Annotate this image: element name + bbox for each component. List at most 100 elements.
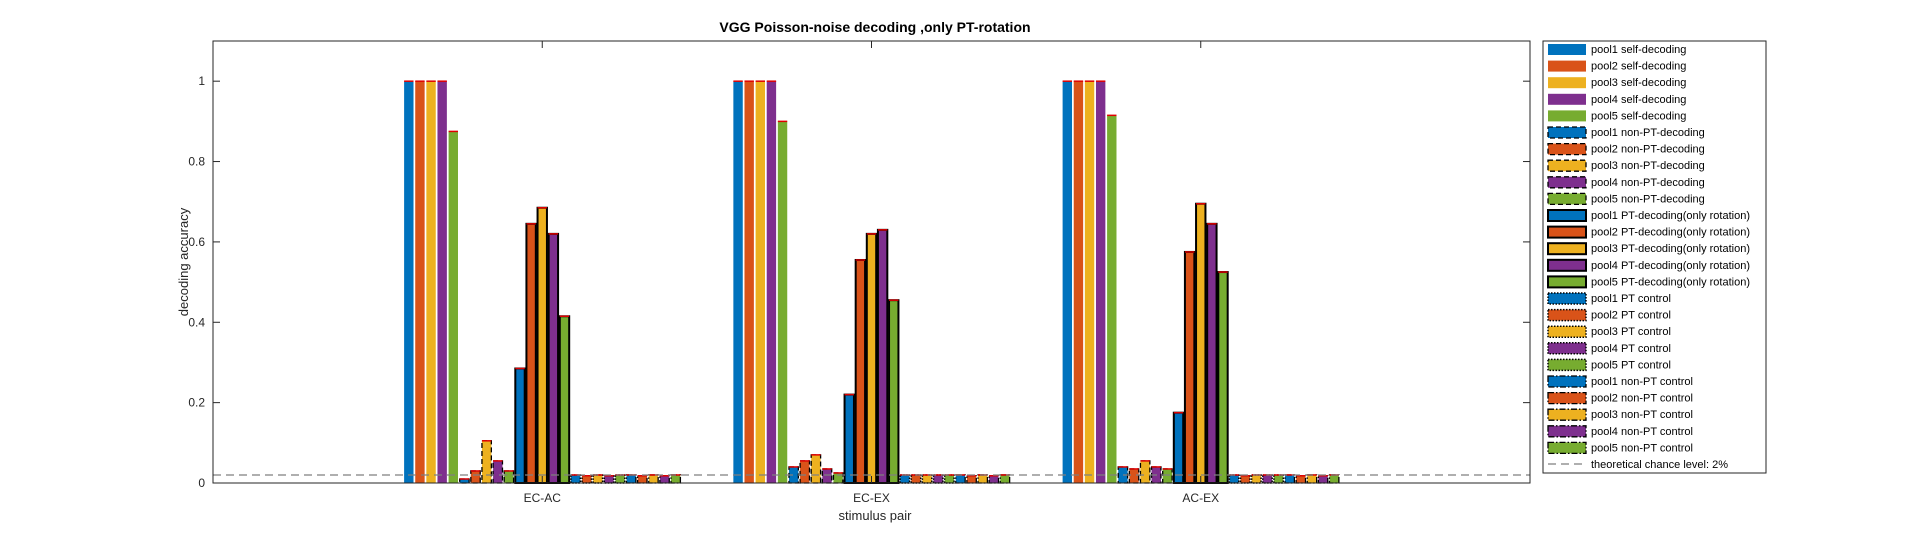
bar [547, 232, 560, 484]
y-axis-label: decoding accuracy [176, 207, 191, 316]
bar [1139, 460, 1151, 484]
bar [1284, 474, 1296, 484]
bar [854, 258, 867, 484]
legend-swatch [1548, 110, 1586, 122]
bar [943, 474, 955, 484]
bar [448, 131, 458, 483]
bar [1107, 115, 1117, 483]
legend-swatch [1547, 391, 1587, 405]
legend-label: pool2 self-decoding [1591, 61, 1686, 73]
bar [843, 393, 855, 485]
bar [932, 474, 944, 484]
bar [744, 81, 754, 484]
x-tick-label: EC-EX [853, 491, 890, 505]
legend-swatch [1547, 358, 1587, 372]
bar [1317, 475, 1329, 484]
bar [1195, 202, 1207, 485]
bar [755, 81, 765, 484]
x-tick-label: EC-AC [524, 491, 562, 505]
legend-swatch [1547, 425, 1587, 438]
legend-swatch [1547, 275, 1587, 289]
x-tick-label: AC-EX [1182, 491, 1219, 505]
bar [1073, 81, 1084, 484]
legend-swatch [1547, 342, 1587, 355]
bar [1295, 475, 1307, 484]
y-tick-label: 0.8 [188, 155, 205, 169]
y-tick-label: 0 [198, 476, 205, 490]
bar [514, 367, 526, 485]
bar [492, 460, 504, 484]
legend-swatch [1547, 159, 1587, 172]
legend-swatch [1547, 225, 1587, 239]
y-axis-ticks: 0 0.2 0.4 0.6 0.8 1 [188, 74, 1530, 490]
bar [1062, 81, 1073, 484]
legend-label: theoretical chance level: 2% [1591, 459, 1728, 471]
bar [1306, 474, 1318, 484]
legend-swatch [1547, 242, 1587, 256]
bar [470, 470, 481, 484]
legend-label: pool3 PT-decoding(only rotation) [1591, 243, 1750, 255]
legend-label: pool2 non-PT-decoding [1591, 144, 1705, 156]
legend-label: pool5 self-decoding [1591, 110, 1686, 122]
bar [437, 81, 447, 484]
bar [888, 299, 900, 485]
legend-label: pool2 PT control [1591, 310, 1671, 322]
bar [625, 474, 637, 484]
legend-swatch [1547, 209, 1587, 222]
bar [503, 470, 515, 484]
bar [955, 474, 966, 484]
bar [821, 468, 833, 484]
legend-swatch [1548, 44, 1586, 55]
bar [592, 474, 604, 484]
legend-label: pool1 self-decoding [1591, 44, 1686, 56]
bar [799, 460, 811, 484]
legend-swatch [1547, 408, 1587, 421]
legend-label: pool2 PT-decoding(only rotation) [1591, 227, 1750, 239]
x-axis-ticks: EC-AC EC-EX AC-EX [524, 41, 1219, 505]
legend-label: pool5 non-PT-decoding [1591, 193, 1705, 205]
bar [525, 222, 537, 485]
legend-swatch [1547, 126, 1587, 139]
legend-label: pool1 non-PT control [1591, 376, 1693, 388]
legend-label: pool1 PT control [1591, 293, 1671, 305]
bar [1239, 475, 1251, 484]
legend-swatch [1548, 93, 1586, 105]
legend-label: pool2 non-PT control [1591, 393, 1693, 405]
bar [910, 474, 922, 484]
bar [1273, 474, 1285, 484]
legend-label: pool4 non-PT control [1591, 426, 1693, 438]
bar [581, 475, 593, 484]
bar [977, 474, 989, 484]
bar [1128, 468, 1140, 484]
bar [966, 475, 977, 484]
bar [426, 81, 436, 484]
bar [1084, 81, 1095, 484]
legend-label: pool3 self-decoding [1591, 77, 1686, 89]
bar [921, 474, 933, 484]
bar [603, 475, 615, 484]
legend-swatch [1547, 441, 1587, 455]
bar [988, 475, 1000, 484]
bar [865, 232, 878, 484]
bar [899, 474, 911, 484]
legend-label: pool1 non-PT-decoding [1591, 127, 1705, 139]
bar [570, 474, 582, 484]
bar [636, 475, 648, 484]
bar [1250, 474, 1262, 484]
legend-label: pool3 PT control [1591, 326, 1671, 338]
y-tick-label: 0.2 [188, 396, 205, 410]
x-axis-label: stimulus pair [839, 508, 913, 523]
bar [733, 81, 743, 484]
bar [777, 121, 788, 484]
bar [1217, 271, 1229, 484]
legend-swatch [1547, 192, 1587, 206]
bar [766, 81, 777, 484]
bar [558, 315, 571, 484]
bar [1172, 411, 1185, 484]
bar [810, 454, 822, 484]
bar [1328, 474, 1340, 484]
legend-label: pool5 PT-decoding(only rotation) [1591, 276, 1750, 288]
y-tick-label: 1 [198, 74, 205, 88]
bar [1206, 222, 1218, 485]
